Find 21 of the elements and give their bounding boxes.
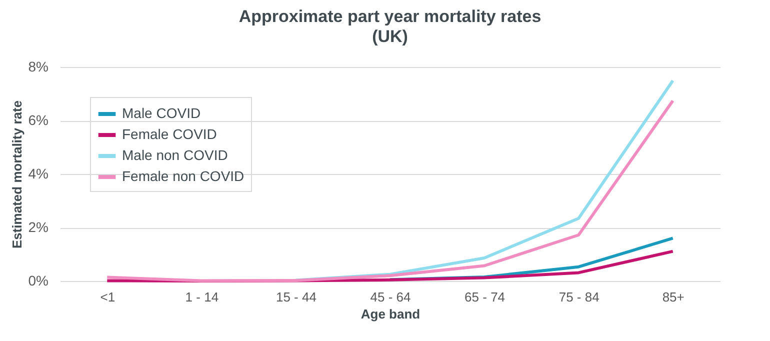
x-axis-title: Age band xyxy=(360,306,420,322)
y-tick-label: 2% xyxy=(28,219,48,235)
chart-title: Approximate part year mortality rates xyxy=(238,7,542,26)
legend-label: Male non COVID xyxy=(122,147,228,163)
y-tick-label: 0% xyxy=(28,272,48,288)
legend-label: Male COVID xyxy=(122,105,201,121)
y-tick-label: 8% xyxy=(28,58,48,74)
x-tick-label: 65 - 74 xyxy=(464,290,506,304)
x-tick-label: 75 - 84 xyxy=(558,290,600,304)
y-tick-label: 4% xyxy=(28,166,48,182)
y-axis-title: Estimated mortality rate xyxy=(9,100,24,249)
x-tick-label: 1 - 14 xyxy=(185,290,219,304)
legend-label: Female non COVID xyxy=(122,168,244,184)
x-tick-label: <1 xyxy=(100,290,116,304)
x-tick-label: 15 - 44 xyxy=(276,290,316,304)
y-tick-label: 6% xyxy=(28,112,48,128)
x-tick-label: 85+ xyxy=(662,290,684,304)
x-tick-label: 45 - 64 xyxy=(370,290,411,304)
chart-subtitle: (UK) xyxy=(372,27,408,46)
legend-label: Female COVID xyxy=(122,126,217,142)
line-series xyxy=(106,99,674,282)
